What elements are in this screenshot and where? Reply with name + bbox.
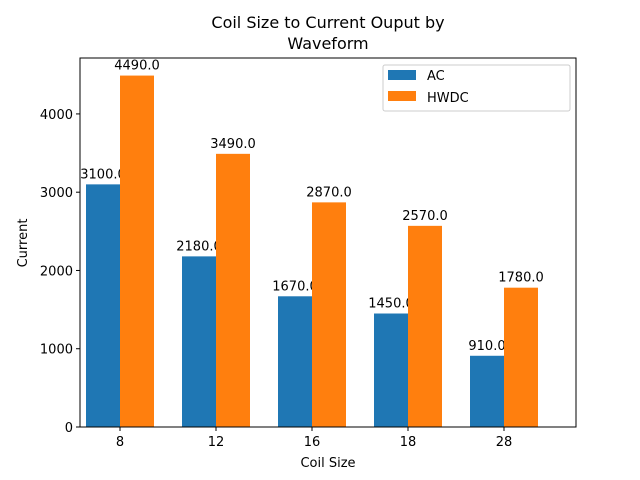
axes-frame — [79, 57, 577, 428]
y-tick-label-0: 0 — [65, 421, 73, 436]
data-label-hwdc-28: 1780.0 — [498, 271, 544, 286]
x-tick-label-18: 18 — [400, 435, 417, 450]
bar-hwdc-8 — [120, 75, 154, 428]
legend-swatch-hwdc — [388, 91, 416, 101]
data-label-hwdc-18: 2570.0 — [402, 209, 448, 224]
bar-hwdc-18 — [408, 225, 442, 427]
x-tick-label-8: 8 — [116, 435, 124, 450]
plot-area: 3100.0 2180.0 1670.0 1450.0 910.0 4490.0 3490.… — [40, 57, 577, 450]
bar-hwdc-16 — [312, 202, 346, 427]
data-label-ac-16: 1670.0 — [272, 279, 318, 294]
bar-ac-12 — [182, 256, 216, 427]
data-label-hwdc-8: 4490.0 — [114, 59, 160, 74]
data-label-ac-12: 2180.0 — [176, 239, 222, 254]
data-label-ac-28: 910.0 — [468, 339, 505, 354]
legend: AC HWDC — [382, 64, 571, 112]
y-tick-label-3000: 3000 — [40, 186, 73, 201]
bar-ac-28 — [470, 355, 504, 427]
y-tick-label-4000: 4000 — [40, 108, 73, 123]
bar-hwdc-28 — [504, 287, 538, 427]
bar-ac-18 — [374, 313, 408, 427]
legend-box — [382, 64, 571, 112]
y-axis-label: Current — [16, 219, 31, 268]
data-label-hwdc-16: 2870.0 — [306, 185, 352, 200]
x-tick-label-12: 12 — [208, 435, 225, 450]
bar-ac-16 — [278, 296, 312, 427]
legend-label-hwdc: HWDC — [427, 91, 469, 106]
x-tick-label-28: 28 — [496, 435, 513, 450]
y-tick-label-1000: 1000 — [40, 343, 73, 358]
data-label-ac-18: 1450.0 — [368, 297, 414, 312]
bar-hwdc-12 — [216, 153, 250, 428]
data-label-hwdc-12: 3490.0 — [210, 137, 256, 152]
chart-title-line-2: Waveform — [287, 34, 368, 53]
x-axis-label: Coil Size — [300, 456, 355, 471]
legend-label-ac: AC — [427, 69, 445, 84]
legend-swatch-ac — [388, 70, 416, 80]
x-tick-label-16: 16 — [304, 435, 321, 450]
chart-title-line-1: Coil Size to Current Ouput by — [211, 13, 444, 32]
bar-ac-8 — [86, 184, 120, 427]
data-label-ac-8: 3100.0 — [80, 167, 126, 182]
y-tick-label-2000: 2000 — [40, 264, 73, 279]
